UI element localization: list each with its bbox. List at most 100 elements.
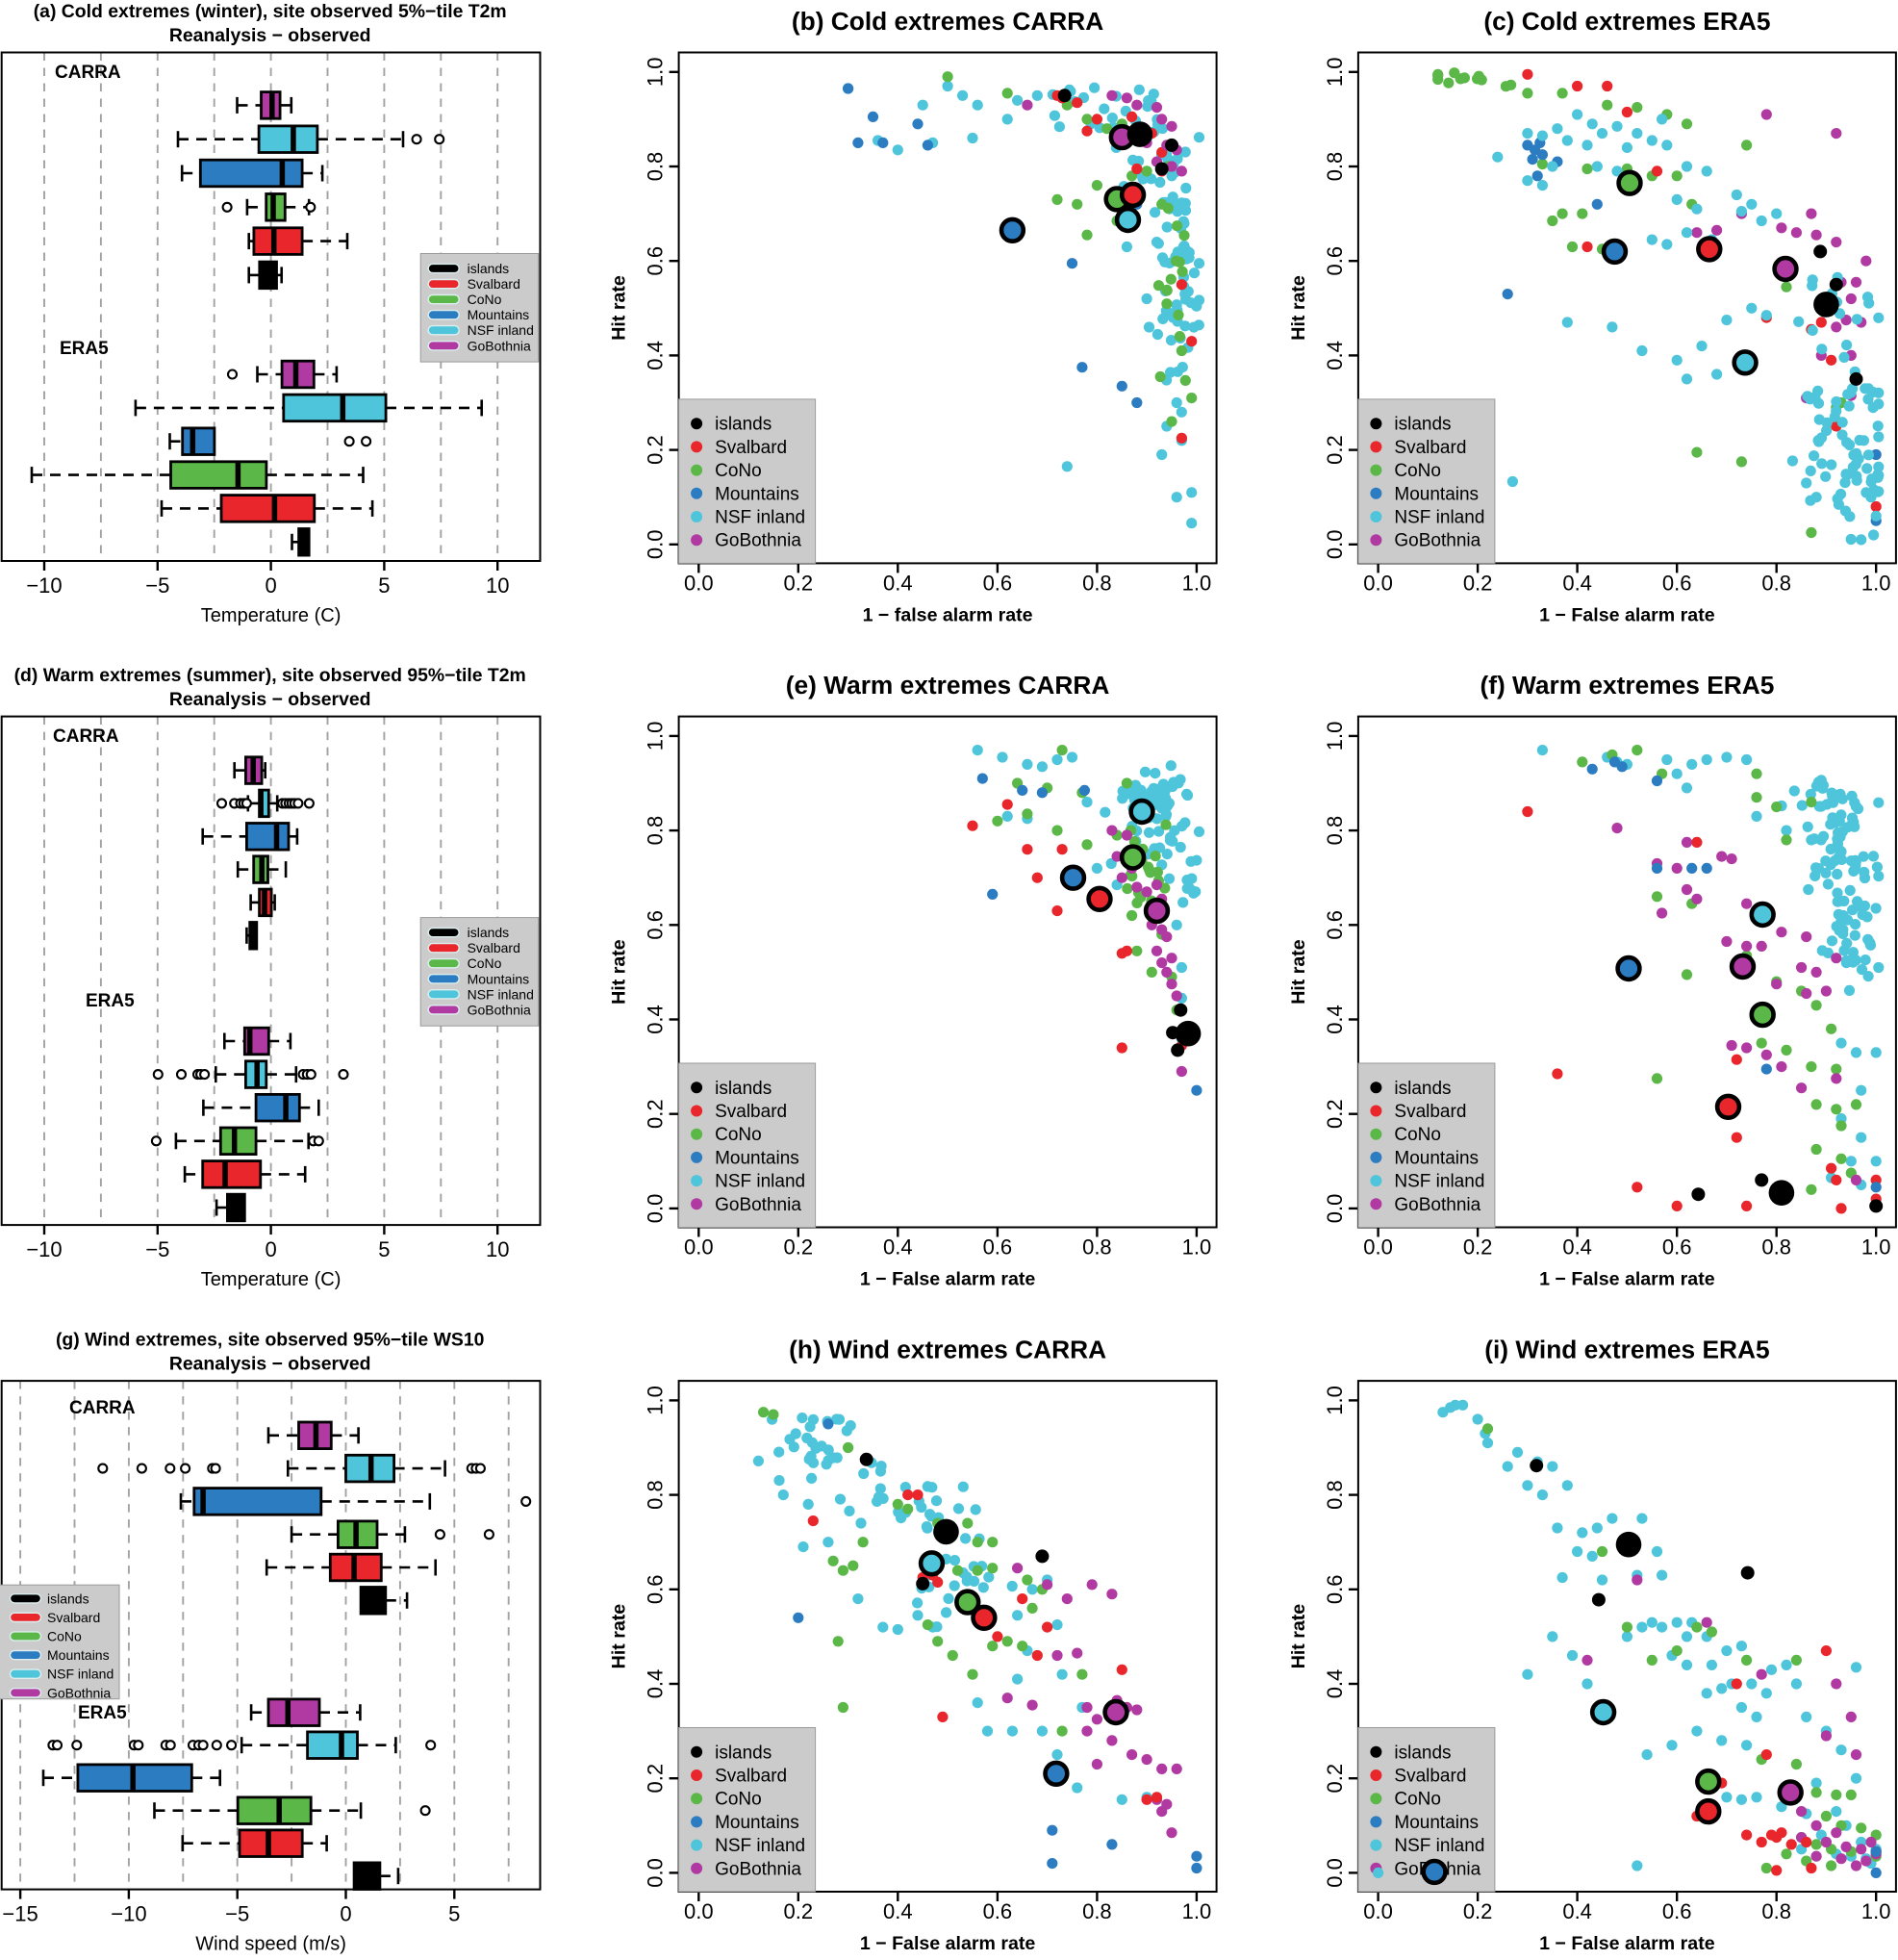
svg-text:−5: −5 (225, 1902, 249, 1926)
svg-text:0.8: 0.8 (644, 816, 668, 846)
svg-text:0.4: 0.4 (644, 1005, 668, 1034)
svg-text:NSF inland: NSF inland (1394, 1172, 1484, 1192)
svg-text:0.2: 0.2 (1463, 571, 1493, 595)
svg-text:CARRA: CARRA (55, 63, 121, 83)
svg-text:Svalbard: Svalbard (47, 1610, 100, 1625)
svg-text:CoNo: CoNo (468, 955, 502, 971)
svg-text:0.4: 0.4 (883, 1235, 913, 1260)
svg-text:GoBothnia: GoBothnia (1394, 531, 1480, 551)
svg-text:0.8: 0.8 (1761, 1235, 1791, 1260)
svg-text:islands: islands (715, 1079, 772, 1099)
svg-text:NSF inland: NSF inland (47, 1667, 114, 1682)
svg-text:Svalbard: Svalbard (1394, 1102, 1466, 1122)
svg-text:0.4: 0.4 (1323, 341, 1347, 370)
svg-text:NSF inland: NSF inland (1394, 1836, 1484, 1856)
svg-text:1.0: 1.0 (644, 1386, 668, 1415)
svg-text:CoNo: CoNo (47, 1629, 82, 1644)
svg-text:0.6: 0.6 (983, 1235, 1013, 1260)
svg-text:Reanalysis − observed: Reanalysis − observed (169, 1354, 371, 1375)
svg-text:0.0: 0.0 (684, 571, 714, 595)
svg-text:islands: islands (1394, 415, 1451, 435)
svg-text:Svalbard: Svalbard (1394, 1767, 1466, 1787)
svg-text:Reanalysis − observed: Reanalysis − observed (169, 25, 371, 46)
svg-text:0.6: 0.6 (983, 1899, 1013, 1923)
svg-text:1 − False alarm rate: 1 − False alarm rate (860, 1269, 1036, 1290)
svg-text:0.0: 0.0 (1323, 530, 1347, 560)
svg-text:0: 0 (340, 1902, 351, 1926)
svg-text:0.2: 0.2 (784, 1235, 814, 1260)
svg-text:0.0: 0.0 (684, 1899, 714, 1923)
svg-text:NSF inland: NSF inland (715, 1836, 805, 1856)
svg-text:(i) Wind extremes ERA5: (i) Wind extremes ERA5 (1484, 1336, 1769, 1364)
svg-text:0.2: 0.2 (644, 1764, 668, 1794)
svg-text:1.0: 1.0 (1182, 571, 1212, 595)
svg-text:(e) Warm extremes CARRA: (e) Warm extremes CARRA (786, 671, 1110, 700)
svg-text:0.2: 0.2 (1463, 1235, 1493, 1260)
svg-text:Hit rate: Hit rate (1288, 275, 1309, 341)
svg-text:1 − False alarm rate: 1 − False alarm rate (860, 1933, 1036, 1954)
svg-text:0.2: 0.2 (1323, 1764, 1347, 1794)
svg-text:Hit rate: Hit rate (1288, 1604, 1309, 1669)
svg-text:0.4: 0.4 (1562, 571, 1592, 595)
svg-text:0.6: 0.6 (644, 1575, 668, 1605)
svg-text:Temperature (C): Temperature (C) (201, 1269, 342, 1290)
svg-text:1.0: 1.0 (1182, 1235, 1212, 1260)
svg-text:10: 10 (486, 1237, 509, 1261)
svg-text:−10: −10 (26, 573, 62, 598)
svg-text:islands: islands (47, 1591, 89, 1606)
svg-text:1 − False alarm rate: 1 − False alarm rate (1539, 604, 1715, 625)
svg-text:0.0: 0.0 (1363, 571, 1393, 595)
svg-text:1.0: 1.0 (1861, 1235, 1891, 1260)
svg-text:0.6: 0.6 (644, 246, 668, 276)
svg-text:GoBothnia: GoBothnia (715, 1859, 801, 1879)
svg-text:0.4: 0.4 (644, 341, 668, 370)
svg-text:Reanalysis − observed: Reanalysis − observed (169, 689, 371, 710)
svg-text:−10: −10 (111, 1902, 146, 1926)
svg-text:0.4: 0.4 (1562, 1899, 1592, 1923)
svg-text:0.6: 0.6 (983, 571, 1013, 595)
svg-text:0.4: 0.4 (644, 1669, 668, 1699)
svg-text:CoNo: CoNo (715, 1790, 762, 1810)
svg-text:0.2: 0.2 (644, 1099, 668, 1129)
svg-text:islands: islands (715, 1743, 772, 1763)
svg-text:CoNo: CoNo (1394, 1790, 1441, 1810)
svg-text:Svalbard: Svalbard (1394, 438, 1466, 458)
svg-text:0.0: 0.0 (1363, 1235, 1393, 1260)
svg-text:CoNo: CoNo (715, 461, 762, 481)
svg-text:GoBothnia: GoBothnia (47, 1685, 111, 1700)
svg-text:1.0: 1.0 (1323, 58, 1347, 88)
svg-text:1.0: 1.0 (1323, 1386, 1347, 1415)
svg-text:CoNo: CoNo (1394, 1125, 1441, 1145)
svg-text:0.2: 0.2 (644, 435, 668, 465)
svg-text:1 − False alarm rate: 1 − False alarm rate (1539, 1933, 1715, 1954)
svg-text:0.8: 0.8 (1082, 1899, 1112, 1923)
svg-text:GoBothnia: GoBothnia (468, 338, 531, 353)
svg-text:Mountains: Mountains (1394, 1813, 1479, 1833)
svg-text:0.2: 0.2 (1323, 1099, 1347, 1129)
svg-text:1.0: 1.0 (1861, 1899, 1891, 1923)
svg-text:CARRA: CARRA (69, 1398, 136, 1418)
svg-text:0.6: 0.6 (1323, 910, 1347, 940)
svg-text:Mountains: Mountains (715, 1148, 799, 1168)
svg-text:0.2: 0.2 (1323, 435, 1347, 465)
svg-text:10: 10 (486, 573, 509, 598)
svg-text:−5: −5 (145, 573, 169, 598)
svg-text:CoNo: CoNo (1394, 461, 1441, 481)
svg-text:0.6: 0.6 (1323, 1575, 1347, 1605)
svg-text:Wind speed (m/s): Wind speed (m/s) (195, 1934, 346, 1955)
svg-text:0.6: 0.6 (1662, 571, 1692, 595)
svg-text:Mountains: Mountains (715, 1813, 799, 1833)
svg-text:Hit rate: Hit rate (609, 939, 630, 1005)
svg-text:0.6: 0.6 (1323, 246, 1347, 276)
svg-text:CoNo: CoNo (715, 1125, 762, 1145)
svg-text:Mountains: Mountains (1394, 1148, 1479, 1168)
svg-text:1 − false alarm rate: 1 − false alarm rate (863, 604, 1033, 625)
svg-text:0.0: 0.0 (644, 1194, 668, 1224)
svg-text:Hit rate: Hit rate (609, 275, 630, 341)
svg-text:−5: −5 (145, 1237, 169, 1261)
svg-text:(b) Cold extremes CARRA: (b) Cold extremes CARRA (792, 7, 1103, 36)
svg-text:Mountains: Mountains (468, 971, 530, 986)
svg-text:Mountains: Mountains (1394, 484, 1479, 504)
svg-text:(f) Warm extremes ERA5: (f) Warm extremes ERA5 (1480, 671, 1774, 700)
svg-text:0.8: 0.8 (1323, 1480, 1347, 1510)
